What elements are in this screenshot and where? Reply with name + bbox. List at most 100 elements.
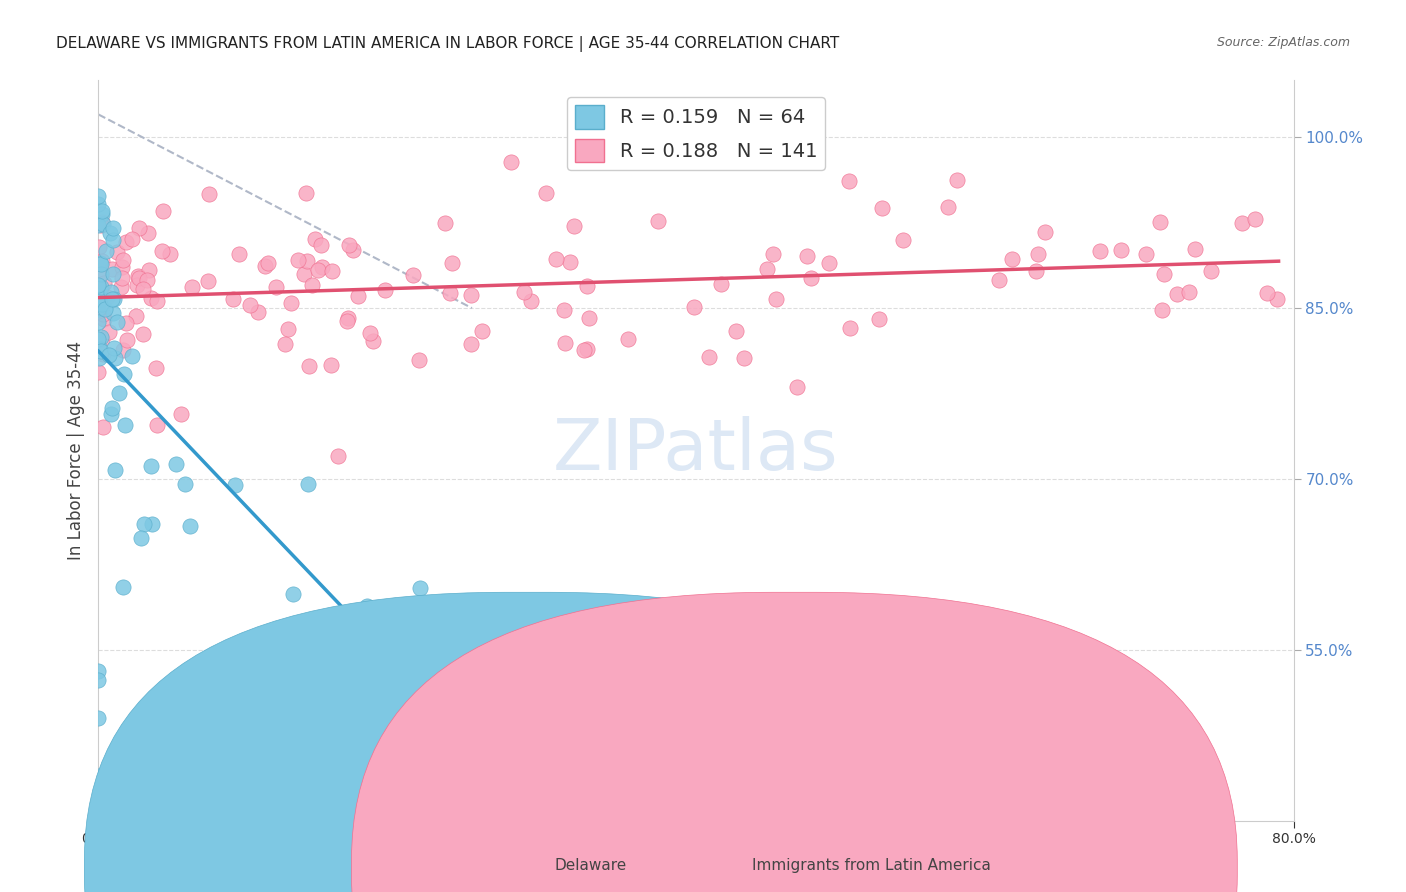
Point [499,155,522,169]
Point [136,227,159,241]
Text: Immigrants from Latin America: Immigrants from Latin America [752,858,991,872]
Point [326,449,349,463]
Point [87,664,110,678]
Point [134,516,156,531]
Point [298,359,321,373]
Point [292,267,315,281]
Point [274,337,297,351]
Point [101,401,124,415]
Point [408,352,430,367]
Point [336,314,359,328]
Point [138,263,160,277]
Point [575,342,598,356]
Text: Delaware: Delaware [554,858,627,872]
Point [1152,302,1174,317]
Point [91,297,114,311]
Point [359,326,381,340]
Point [796,249,818,263]
Point [309,237,332,252]
Point [647,214,669,228]
Point [408,582,430,596]
Point [90,257,112,271]
Point [127,278,149,293]
Point [319,358,342,372]
Point [416,653,439,667]
Point [402,268,425,282]
Point [374,283,396,297]
Point [150,244,173,258]
Point [297,477,319,491]
Point [347,289,370,303]
Point [1088,244,1111,259]
Point [520,294,543,309]
Point [111,270,134,285]
Point [572,343,595,358]
Point [114,235,136,249]
Point [281,587,304,601]
Point [87,711,110,725]
Point [90,344,112,359]
Point [239,298,262,312]
Point [1035,225,1057,239]
Point [91,420,114,434]
Point [800,270,823,285]
Text: DELAWARE VS IMMIGRANTS FROM LATIN AMERICA IN LABOR FORCE | AGE 35-44 CORRELATION: DELAWARE VS IMMIGRANTS FROM LATIN AMERIC… [56,36,839,52]
Point [838,173,860,187]
Point [1166,287,1188,301]
Point [281,623,304,637]
Point [304,232,326,246]
Point [111,343,134,357]
Point [733,351,755,365]
Point [90,207,112,221]
Point [105,245,128,260]
Point [91,296,114,310]
Point [1201,264,1223,278]
Point [129,531,152,545]
Point [460,336,482,351]
Point [578,311,600,326]
Point [87,351,110,366]
Point [179,519,201,533]
Point [87,302,110,317]
Point [111,260,134,274]
Point [89,300,111,314]
Point [683,300,706,314]
Point [90,266,112,280]
Point [870,202,893,216]
Point [253,259,276,273]
Point [145,360,167,375]
Point [401,627,423,641]
Point [173,476,195,491]
Point [139,291,162,305]
Point [110,280,132,294]
Point [247,305,270,319]
Y-axis label: In Labor Force | Age 35-44: In Labor Force | Age 35-44 [66,341,84,560]
Point [121,232,143,246]
Point [1109,243,1132,257]
Point [87,196,110,211]
Point [91,347,114,361]
Point [105,315,128,329]
Point [264,279,287,293]
Point [513,285,536,299]
Point [311,260,333,274]
Point [307,263,329,277]
Point [336,310,359,325]
Point [1230,216,1253,230]
Point [91,217,114,231]
Point [98,226,121,240]
Point [762,247,785,261]
Point [87,303,110,318]
Point [93,312,115,326]
Point [87,218,110,232]
Point [434,216,457,230]
Point [146,294,169,309]
Point [440,256,463,270]
Point [125,310,148,324]
Point [416,694,439,708]
Point [1256,286,1278,301]
Point [136,273,159,287]
Point [103,233,125,247]
Point [87,189,110,203]
Point [756,262,779,277]
